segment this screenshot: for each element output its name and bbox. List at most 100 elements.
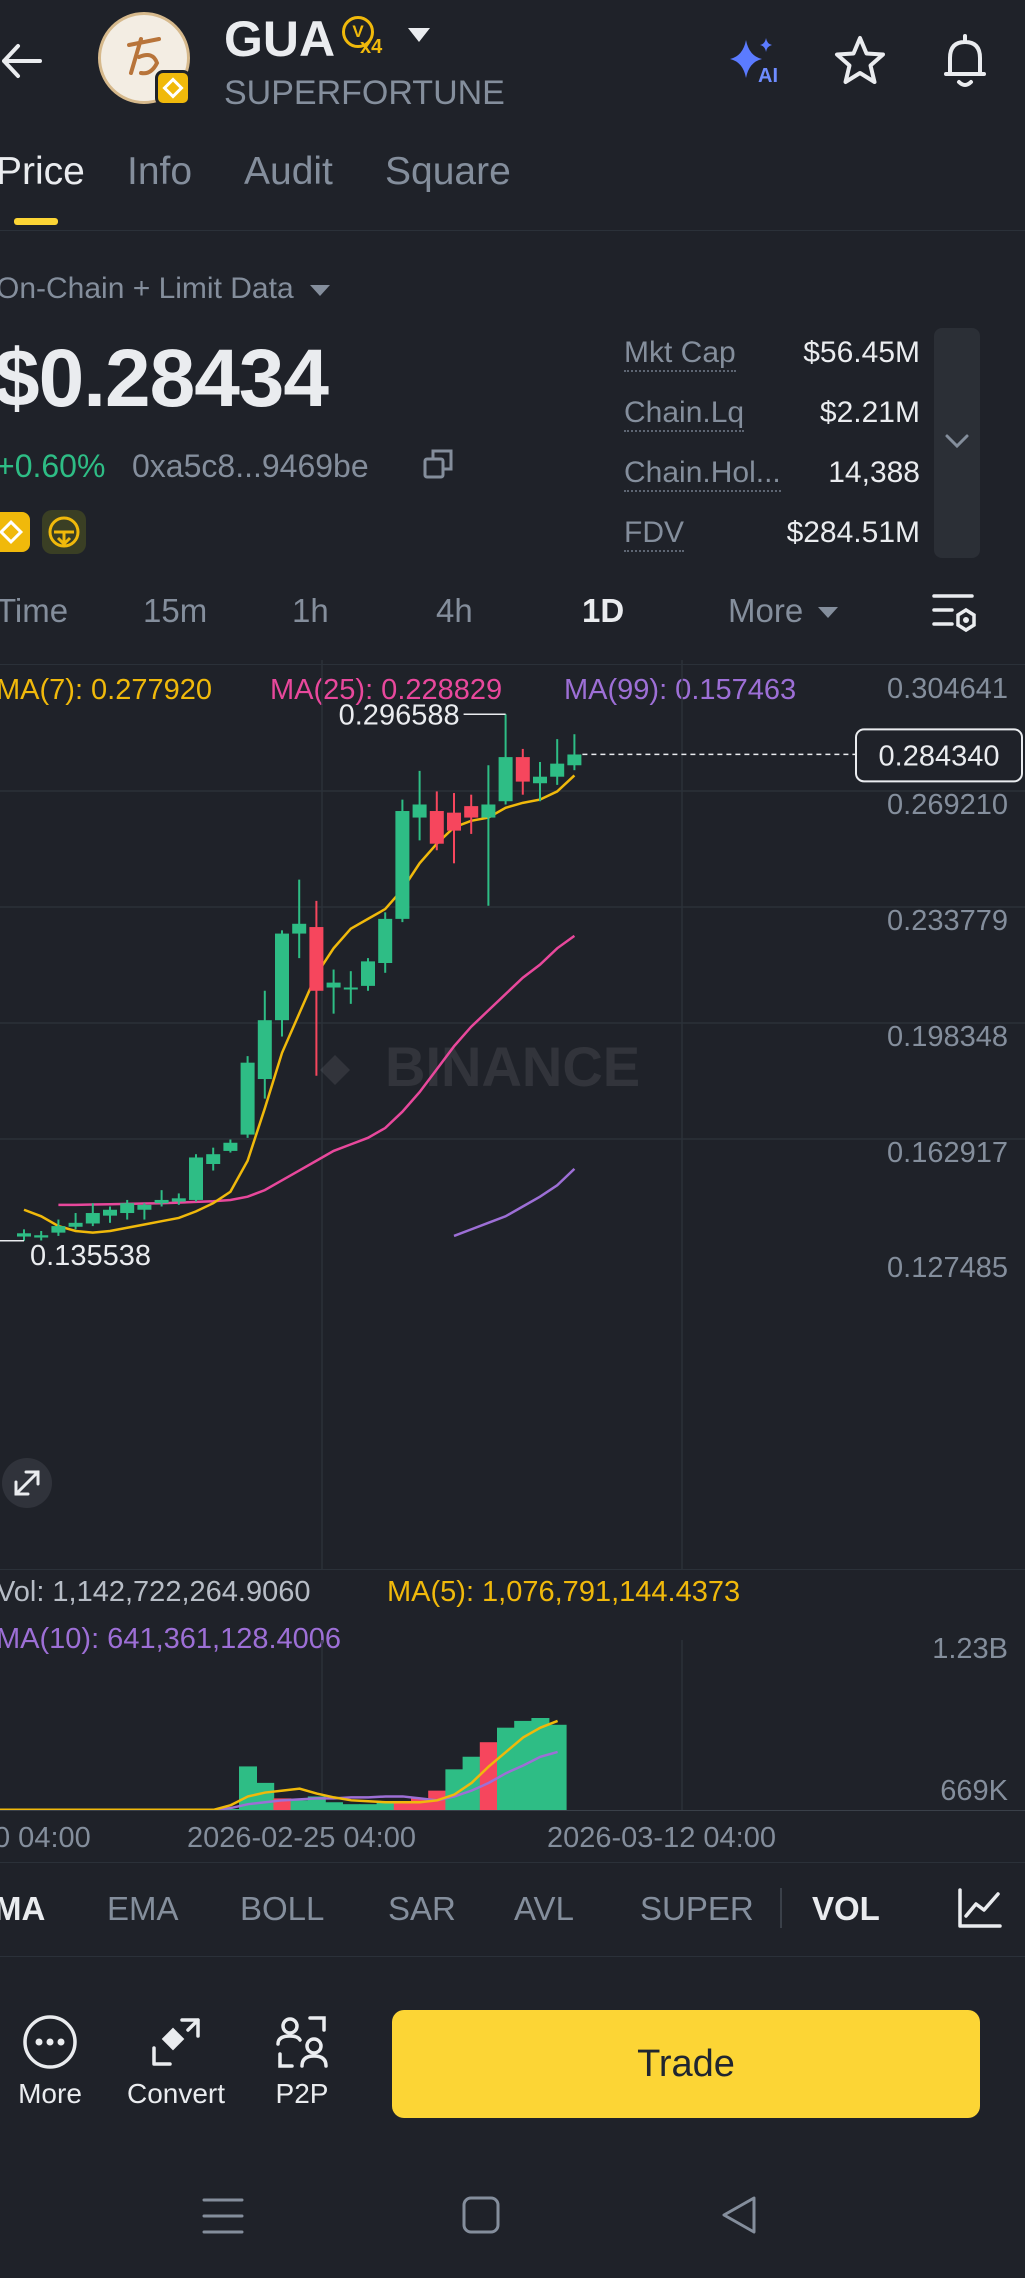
candle-body <box>17 1233 31 1237</box>
candle <box>567 734 582 771</box>
expand-icon <box>14 1470 40 1496</box>
volume-chart[interactable]: 1.23B 669K <box>0 1600 1025 1810</box>
tab-info[interactable]: Info <box>127 150 193 193</box>
indicator-avl[interactable]: AVL <box>514 1890 574 1927</box>
tab-square[interactable]: Square <box>385 150 511 193</box>
stat-chain-holders-value: 14,388 <box>828 456 920 489</box>
volume-y-tick-label: 1.23B <box>932 1633 1008 1665</box>
candle-body <box>429 811 444 844</box>
stat-chain-lq-label[interactable]: Chain.Lq <box>624 396 745 432</box>
token-symbol[interactable]: GUA <box>224 11 336 67</box>
indicator-bottom-divider <box>0 1956 1025 1957</box>
current-price-value: 0.284340 <box>879 740 1000 772</box>
candle <box>120 1199 135 1220</box>
multiplier-badge: V x4 <box>342 16 392 60</box>
copy-icon[interactable] <box>422 448 456 482</box>
candle <box>533 761 547 802</box>
stats-expand-button[interactable] <box>934 328 980 558</box>
favorite-star-icon[interactable] <box>832 34 888 88</box>
candle-body <box>464 806 479 818</box>
convert-icon[interactable] <box>148 2014 204 2070</box>
indicator-bar-divider <box>0 1862 1025 1863</box>
candle-body <box>567 754 582 766</box>
timeframe-time[interactable]: Time <box>0 592 69 629</box>
p2p-icon[interactable] <box>272 2012 332 2072</box>
indicator-separator <box>780 1888 782 1928</box>
stat-fdv-label[interactable]: FDV <box>624 516 684 552</box>
candle-body <box>68 1222 83 1227</box>
candle-body <box>137 1204 152 1210</box>
candle-body <box>498 757 513 802</box>
contract-address: 0xa5c8...9469be <box>132 448 369 484</box>
ma7-line <box>23 774 576 1234</box>
candle <box>17 1229 31 1241</box>
candle-body <box>412 804 427 818</box>
y-tick-label: 0.233779 <box>887 905 1008 937</box>
recent-apps-icon[interactable] <box>200 2194 246 2238</box>
candle-body <box>309 927 324 991</box>
tab-price-indicator <box>14 218 58 225</box>
price-chart[interactable]: BINANCE 0.284340 0.296588 0.135538 0.30464… <box>0 660 1025 1570</box>
tab-bar: Price Info Audit Square <box>0 140 1025 231</box>
candle-body <box>240 1062 255 1135</box>
timeframe-more[interactable]: More <box>728 592 840 630</box>
candle <box>189 1154 203 1202</box>
indicator-ma[interactable]: MA <box>0 1890 46 1927</box>
volume-bar <box>479 1742 498 1810</box>
timeframe-1h[interactable]: 1h <box>292 592 329 629</box>
timeframe-4h[interactable]: 4h <box>436 592 473 629</box>
token-subtitle: SUPERFORTUNE <box>224 74 505 112</box>
x-label-1: 2026-02-25 04:00 <box>187 1822 416 1854</box>
chart-settings-icon[interactable] <box>930 590 980 636</box>
indicator-sar[interactable]: SAR <box>388 1890 456 1927</box>
candle-body <box>515 757 530 782</box>
stat-mkt-cap-label[interactable]: Mkt Cap <box>624 336 736 372</box>
candle-body <box>326 982 341 988</box>
tab-price[interactable]: Price <box>0 150 85 193</box>
candle <box>257 990 272 1099</box>
back-nav-icon[interactable] <box>718 2192 762 2238</box>
data-source-label: On-Chain + Limit Data <box>0 272 294 305</box>
more-circle-icon[interactable] <box>20 2014 80 2070</box>
stat-chain-holders-label[interactable]: Chain.Hol... <box>624 456 781 492</box>
candle <box>481 765 496 906</box>
timeframe-15m[interactable]: 15m <box>143 592 208 629</box>
timeframe-1d[interactable]: 1D <box>582 592 625 629</box>
ai-sparkle-icon[interactable]: AI <box>724 34 786 90</box>
volume-bar <box>548 1724 567 1810</box>
y-tick-label: 0.269210 <box>887 789 1008 821</box>
audit-shield-icon[interactable] <box>42 510 86 554</box>
indicator-settings-icon[interactable] <box>956 1886 1004 1930</box>
p2p-button-label[interactable]: P2P <box>275 2078 329 2109</box>
candle-body <box>447 812 461 831</box>
binance-watermark: BINANCE <box>320 1035 640 1098</box>
candle <box>395 799 410 923</box>
tab-audit[interactable]: Audit <box>244 150 333 193</box>
trade-button[interactable]: Trade <box>392 2010 980 2118</box>
ma25-legend: MA(25): 0.228829 <box>270 674 503 706</box>
convert-button-label[interactable]: Convert <box>126 2078 226 2109</box>
indicator-super[interactable]: SUPER <box>640 1890 754 1927</box>
svg-text:AI: AI <box>758 65 778 87</box>
candle-body <box>171 1198 186 1202</box>
candle-body <box>275 933 289 1021</box>
notification-bell-icon[interactable] <box>938 32 992 90</box>
volume-ma5-line <box>0 1719 559 1810</box>
indicator-ema[interactable]: EMA <box>107 1890 179 1927</box>
token-dropdown-icon[interactable] <box>404 22 434 46</box>
badge-multiplier: x4 <box>360 36 383 58</box>
candle-body <box>533 776 547 784</box>
candle-body <box>292 923 307 934</box>
candle-body <box>85 1213 100 1224</box>
data-source-selector[interactable]: On-Chain + Limit Data <box>0 272 332 306</box>
indicator-vol[interactable]: VOL <box>812 1890 880 1927</box>
y-tick-label: 0.198348 <box>887 1021 1008 1053</box>
fullscreen-button[interactable] <box>2 1458 52 1508</box>
high-price-label: 0.296588 <box>339 699 460 731</box>
back-arrow-icon[interactable] <box>0 36 50 86</box>
more-button-label[interactable]: More <box>18 2078 82 2109</box>
y-tick-label: 0.304641 <box>887 673 1008 705</box>
home-icon[interactable] <box>458 2192 504 2238</box>
candle <box>34 1230 49 1241</box>
indicator-boll[interactable]: BOLL <box>240 1890 325 1927</box>
